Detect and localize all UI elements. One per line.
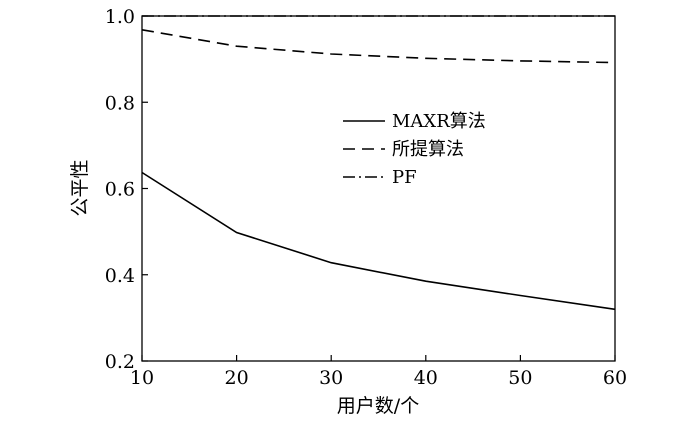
- series-layer: [141, 15, 616, 311]
- y-tick-label-1: 0.4: [105, 265, 135, 287]
- legend-label-2: PF: [392, 167, 417, 188]
- series-line-1: [141, 29, 616, 64]
- y-tick-label-2: 0.6: [105, 179, 135, 201]
- x-axis-title: 用户数/个: [337, 395, 419, 417]
- x-tick-label-1: 20: [225, 367, 249, 389]
- plot-frame: [141, 15, 616, 362]
- x-tick-label-2: 30: [319, 367, 343, 389]
- legend-label-0: MAXR算法: [392, 111, 486, 132]
- y-axis-title: 公平性: [69, 159, 91, 216]
- legend-label-1: 所提算法: [392, 139, 464, 160]
- x-tick-label-0: 10: [130, 367, 154, 389]
- x-tick-label-5: 60: [603, 367, 627, 389]
- y-tick-label-4: 1.0: [105, 6, 135, 28]
- x-tick-label-4: 50: [508, 367, 532, 389]
- axes-layer: 10 20 30 40 50 60 0.2 0.4 0.6 0.8 1.0: [105, 6, 627, 389]
- x-tick-label-3: 40: [414, 367, 438, 389]
- y-tick-label-0: 0.2: [105, 351, 135, 373]
- series-line-0: [141, 171, 616, 311]
- y-tick-label-3: 0.8: [105, 92, 135, 114]
